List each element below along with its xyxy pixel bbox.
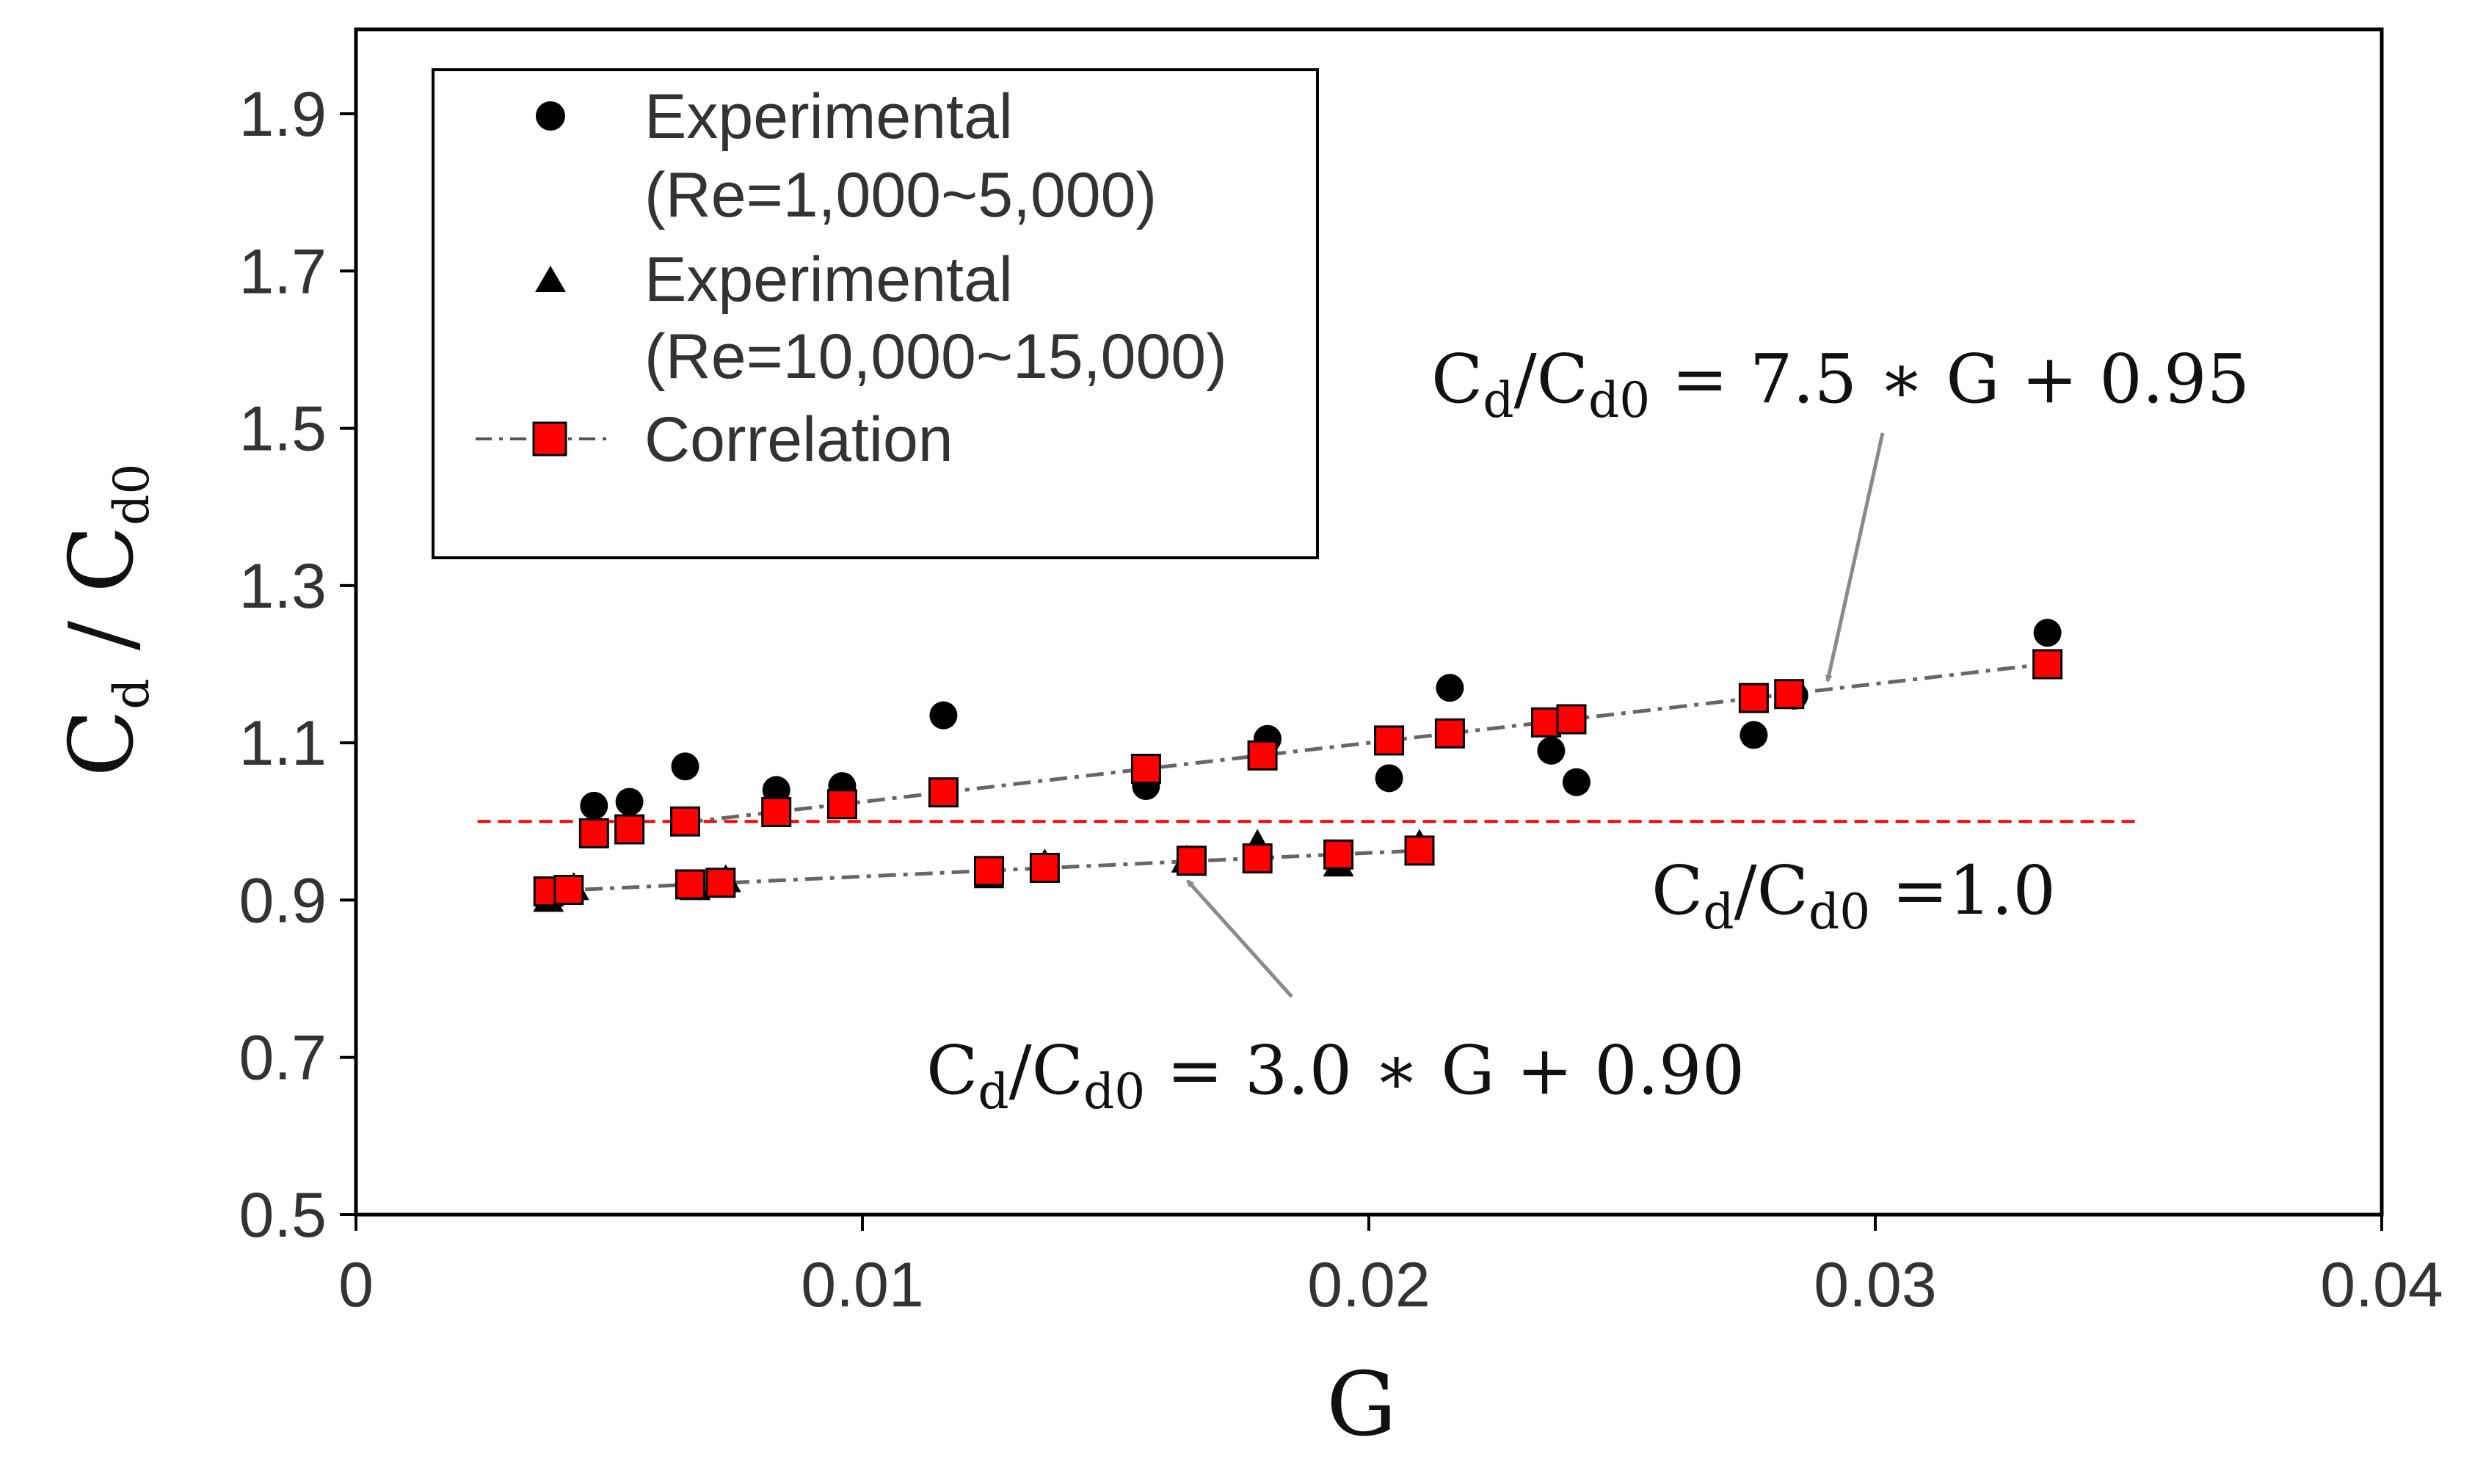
upper-correlation-line [685,661,2053,825]
legend-marker-triangle [535,266,566,292]
point-square [675,869,705,900]
axis-ticks [340,112,2383,1231]
point-circle [2033,619,2062,647]
point-square [826,789,857,820]
point-square [1774,679,1805,710]
point-square [1374,725,1405,756]
point-square [670,806,700,837]
legend-label-2b: (Re=10,000~15,000) [644,321,1227,392]
point-square [1029,853,1060,883]
y-axis-title: Cd / Cd0 [51,464,160,777]
point-square [1130,754,1161,784]
point-square [1247,740,1278,771]
point-square [2032,649,2063,680]
point-square [761,796,792,827]
point-square [974,856,1004,887]
point-square [1177,845,1207,876]
y-tick-label: 1.5 [239,394,327,465]
point-circle [615,788,644,816]
legend: Experimental (Re=1,000~5,000) Experiment… [432,68,1319,559]
x-tick-label: 0.01 [801,1250,923,1320]
point-square [1242,843,1273,874]
point-square [553,875,584,905]
upper-equation-arrow [1825,432,1885,683]
point-circle [1537,736,1566,765]
legend-label-1b: (Re=1,000~5,000) [644,160,1157,230]
point-circle [1436,674,1464,702]
upper-equation: Cd/Cd0 = 7.5 ∗ G + 0.95 [1431,340,2250,429]
legend-label-3: Correlation [644,404,953,475]
point-square [1531,707,1561,738]
lower-equation: Cd/Cd0 = 3.0 ∗ G + 0.90 [926,1031,1745,1120]
reference-equation: Cd/Cd0 =1.0 [1651,851,2056,940]
point-circle [1562,768,1591,796]
point-square [1404,835,1435,866]
y-tick-label: 1.9 [239,79,327,150]
y-tick-label: 1.7 [239,236,327,307]
y-tick-label: 1.1 [239,708,327,779]
y-tick-label: 0.9 [239,865,327,936]
x-tick-label: 0.03 [1814,1250,1936,1320]
point-circle [1375,764,1403,793]
x-tick-label: 0.04 [2320,1250,2443,1320]
point-square [578,818,609,848]
x-tick-label: 0 [338,1250,374,1320]
points-layer [533,619,2063,912]
tick-labels: 0.5 0.7 0.9 1.1 1.3 1.5 1.7 1.9 0 0.01 0.02 0.03 0.0… [239,79,2443,1320]
legend-label-2a: Experimental [644,244,1013,315]
point-square [705,868,736,898]
point-circle [929,701,958,730]
legend-marker-square [532,421,567,457]
legend-marker-circle [536,101,565,131]
point-square [614,814,645,845]
point-square [1556,704,1587,735]
point-circle [1740,721,1768,749]
lower-equation-arrow [1186,879,1293,998]
y-tick-label: 0.7 [239,1023,327,1094]
point-circle [671,752,699,781]
y-tick-label: 1.3 [239,551,327,622]
x-tick-label: 0.02 [1307,1250,1430,1320]
point-square [928,777,959,808]
point-square [1738,683,1769,713]
lines-layer [477,661,2139,893]
legend-box [432,68,1319,559]
point-square [1434,718,1465,749]
point-circle [580,791,608,820]
x-axis-title: G [1326,1354,1397,1456]
y-tick-label: 0.5 [239,1180,327,1251]
point-square [1323,839,1354,870]
legend-label-1a: Experimental [644,81,1013,152]
